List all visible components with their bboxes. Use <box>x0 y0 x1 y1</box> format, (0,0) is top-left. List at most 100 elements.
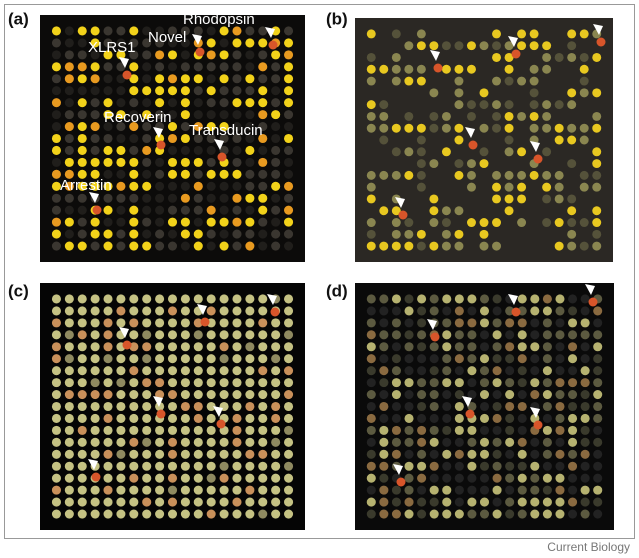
spot <box>91 134 100 143</box>
spot <box>207 218 216 227</box>
spot <box>284 74 293 83</box>
spot <box>518 366 527 375</box>
spot <box>429 41 438 50</box>
spot <box>284 62 293 71</box>
spot <box>367 509 376 518</box>
spot <box>379 318 388 327</box>
spot <box>467 294 476 303</box>
spot <box>593 378 602 387</box>
spot <box>65 342 74 351</box>
spot <box>65 402 74 411</box>
spot <box>442 124 451 133</box>
spot <box>455 474 464 483</box>
spot <box>52 330 61 339</box>
spot <box>379 414 388 423</box>
spot <box>65 38 74 47</box>
spot <box>91 158 100 167</box>
spot <box>467 474 476 483</box>
spot <box>52 110 61 119</box>
spot <box>207 62 216 71</box>
spot <box>417 159 426 168</box>
spot <box>207 426 216 435</box>
spot <box>258 474 267 483</box>
spot <box>404 218 413 227</box>
spot <box>568 390 577 399</box>
spot <box>181 318 190 327</box>
spot <box>480 390 489 399</box>
spot <box>78 194 87 203</box>
spot <box>430 342 439 351</box>
spot <box>417 378 426 387</box>
spot <box>367 474 376 483</box>
spot <box>78 330 87 339</box>
spot <box>271 509 280 518</box>
spot <box>580 218 589 227</box>
spot <box>103 218 112 227</box>
spot <box>367 486 376 495</box>
spot <box>271 342 280 351</box>
spot <box>232 86 241 95</box>
spot <box>155 486 164 495</box>
spot <box>454 159 463 168</box>
spot <box>220 74 229 83</box>
spot <box>442 390 451 399</box>
spot <box>168 182 177 191</box>
spot <box>505 330 514 339</box>
spot <box>194 110 203 119</box>
spot <box>103 474 112 483</box>
spot <box>455 354 464 363</box>
spot <box>207 50 216 59</box>
spot <box>581 426 590 435</box>
spot <box>404 306 413 315</box>
spot <box>78 474 87 483</box>
spot <box>379 462 388 471</box>
spot <box>116 146 125 155</box>
spot <box>168 462 177 471</box>
spot <box>232 402 241 411</box>
spot <box>129 426 138 435</box>
spot <box>65 86 74 95</box>
spot <box>592 53 601 62</box>
spot <box>52 218 61 227</box>
spot <box>392 230 401 239</box>
spot <box>568 306 577 315</box>
spot <box>245 330 254 339</box>
spot <box>65 194 74 203</box>
spot <box>271 50 280 59</box>
spot <box>103 366 112 375</box>
spot <box>271 218 280 227</box>
spot <box>480 486 489 495</box>
spot <box>258 509 267 518</box>
spot <box>194 342 203 351</box>
spot <box>181 366 190 375</box>
spot <box>116 318 125 327</box>
spot <box>505 450 514 459</box>
spot <box>505 474 514 483</box>
spot <box>555 318 564 327</box>
spot <box>116 194 125 203</box>
panel: (a)RhodopsinNovelXLRS1RecoverinTransduci… <box>8 9 305 262</box>
spot <box>593 450 602 459</box>
spot <box>284 474 293 483</box>
spot <box>220 50 229 59</box>
spot <box>91 306 100 315</box>
highlight-spot <box>466 410 475 419</box>
spot <box>284 26 293 35</box>
spot <box>78 74 87 83</box>
spot <box>593 414 602 423</box>
spot <box>181 306 190 315</box>
spot <box>417 29 426 38</box>
spot <box>245 474 254 483</box>
spot <box>593 426 602 435</box>
spot <box>284 366 293 375</box>
spot <box>194 366 203 375</box>
spot <box>168 134 177 143</box>
spot <box>91 98 100 107</box>
spot <box>417 486 426 495</box>
spot <box>492 53 501 62</box>
spot <box>78 438 87 447</box>
spot <box>530 509 539 518</box>
spot <box>245 450 254 459</box>
spot <box>593 390 602 399</box>
spot <box>258 74 267 83</box>
